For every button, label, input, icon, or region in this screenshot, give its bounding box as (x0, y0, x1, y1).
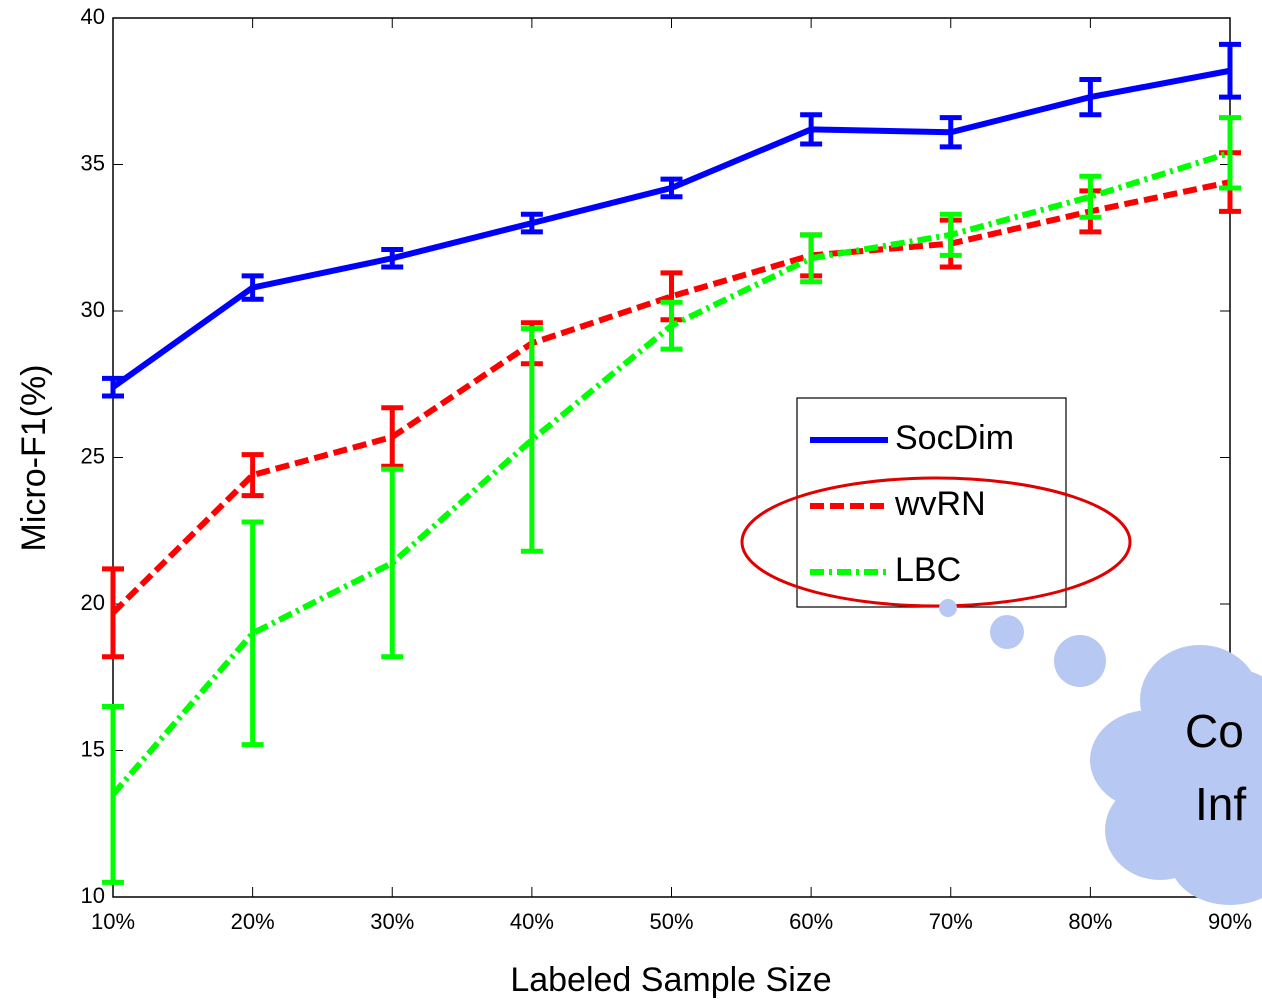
y-tick-label: 30 (81, 297, 105, 322)
legend-label: LBC (895, 551, 961, 589)
x-tick-label: 10% (91, 909, 135, 934)
series-line (111, 67, 1231, 390)
cloud-bubble (1054, 635, 1106, 687)
error-bar (381, 466, 404, 660)
error-bar (241, 519, 264, 748)
error-bar (1079, 173, 1102, 220)
error-bar (520, 326, 543, 554)
legend-label: wvRN (894, 485, 986, 523)
y-axis-label: Micro-F1(%) (15, 365, 53, 552)
y-tick-label: 25 (81, 443, 105, 468)
thought-cloud: Co Inf (939, 599, 1262, 905)
error-bar (241, 452, 264, 499)
x-tick-label: 50% (649, 909, 693, 934)
x-tick-label: 40% (510, 909, 554, 934)
series-line (110, 149, 1231, 797)
x-tick-label: 60% (789, 909, 833, 934)
cloud-bubble (939, 599, 957, 617)
y-tick-label: 15 (81, 736, 105, 761)
series-line (110, 179, 1231, 615)
highlight-ellipse (740, 476, 1132, 608)
y-tick-label: 35 (81, 150, 105, 175)
x-tick-label: 70% (929, 909, 973, 934)
y-tick-label: 10 (81, 883, 105, 908)
legend-label: SocDim (895, 419, 1014, 457)
y-tick-label: 40 (81, 4, 105, 29)
x-axis-label: Labeled Sample Size (510, 961, 831, 999)
x-tick-label: 20% (231, 909, 275, 934)
cloud-bubble (990, 615, 1024, 649)
annotation: Inf (1195, 778, 1246, 830)
x-tick-label: 30% (370, 909, 414, 934)
error-bar (102, 566, 124, 660)
cloud-part (1180, 670, 1262, 850)
x-tick-label: 90% (1208, 909, 1252, 934)
annotation: Co (1185, 705, 1244, 757)
x-tick-label: 80% (1068, 909, 1112, 934)
y-tick-label: 20 (81, 590, 105, 615)
